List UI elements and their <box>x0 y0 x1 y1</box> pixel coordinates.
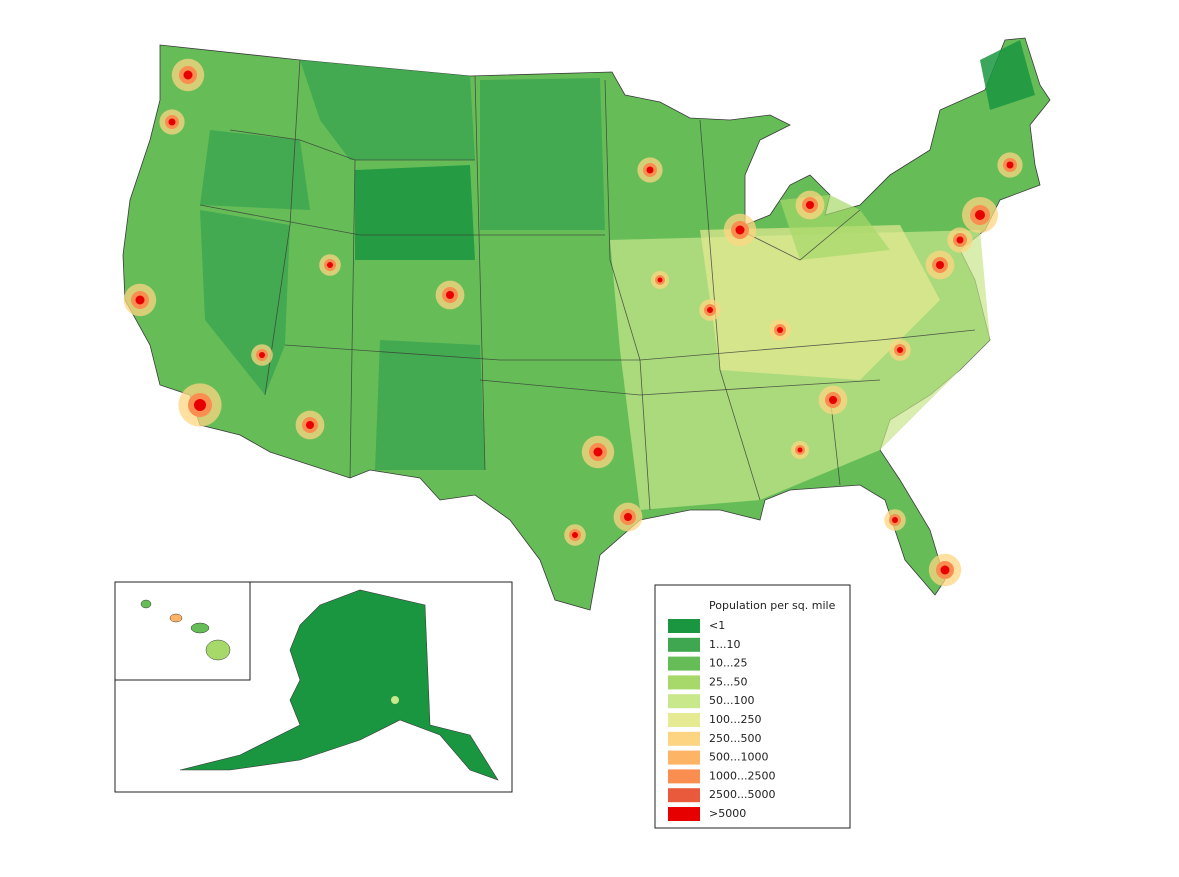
metro-core <box>936 261 944 269</box>
metro-core <box>183 70 193 80</box>
metro-core <box>657 277 663 283</box>
hawaii-inset-frame <box>114 581 251 681</box>
legend-swatch <box>668 750 700 765</box>
metro-core <box>892 517 898 523</box>
state-border <box>604 79 651 511</box>
legend-label: 1...10 <box>709 638 741 651</box>
state-border <box>199 204 605 236</box>
metro-core <box>707 307 713 313</box>
metro-core <box>797 447 803 453</box>
hawaii-island <box>205 639 231 661</box>
legend-swatch <box>668 713 700 727</box>
metro-core <box>135 295 145 305</box>
metro-core <box>327 262 333 268</box>
state-border <box>474 75 486 471</box>
region <box>700 225 940 380</box>
state-border <box>739 209 861 261</box>
hawaii-island <box>169 613 183 623</box>
metro-core <box>168 118 176 126</box>
metro-core <box>306 421 314 429</box>
state-border <box>229 129 475 161</box>
metro-core <box>735 225 745 235</box>
metro-core <box>624 513 632 521</box>
metro-core <box>593 447 603 457</box>
region <box>300 60 475 160</box>
metro-core <box>806 201 814 209</box>
legend-label: 25...50 <box>709 675 747 688</box>
metro-core <box>572 532 578 538</box>
state-border <box>264 59 301 396</box>
legend-label: 250...500 <box>709 732 761 745</box>
legend-swatch <box>668 656 700 671</box>
legend-swatch <box>668 675 700 690</box>
hawaii-island <box>140 599 152 609</box>
metro-core <box>975 210 985 220</box>
state-border <box>699 119 761 501</box>
region <box>480 78 605 230</box>
legend-label: 1000...2500 <box>709 769 775 782</box>
metro-core <box>829 396 837 404</box>
legend-label: 2500...5000 <box>709 788 775 801</box>
region <box>980 40 1035 110</box>
metro-core <box>446 291 454 299</box>
legend-swatch <box>668 807 700 821</box>
alaska-inset-frame <box>114 581 513 793</box>
legend-label: 100...250 <box>709 713 761 726</box>
insets <box>114 581 513 793</box>
legend-label: 10...25 <box>709 657 747 670</box>
legend: Population per sq. mile <1 1...10 10...25 2… <box>654 584 851 829</box>
legend-swatch <box>668 731 700 746</box>
metro-core <box>646 166 654 174</box>
alaska <box>179 589 499 781</box>
region <box>355 165 475 260</box>
metro-core <box>259 352 265 358</box>
metro-core <box>1006 161 1014 169</box>
legend-swatch <box>668 694 700 709</box>
legend-label: >5000 <box>709 807 746 820</box>
region <box>375 340 485 470</box>
contiguous-us <box>122 37 1051 611</box>
metro-core <box>777 327 783 333</box>
region <box>200 130 310 210</box>
state-border <box>349 159 356 479</box>
metro-core <box>194 399 206 411</box>
alaska-city <box>391 696 399 704</box>
metro-core <box>956 236 964 244</box>
legend-label: 500...1000 <box>709 751 768 764</box>
state-border <box>479 379 881 396</box>
legend-swatch <box>668 769 700 784</box>
legend-swatch <box>668 619 700 633</box>
legend-label: <1 <box>709 619 725 632</box>
hawaii-island <box>190 622 210 634</box>
legend-swatch <box>668 637 700 652</box>
legend-label: 50...100 <box>709 694 754 707</box>
metro-core <box>940 565 950 575</box>
legend-swatch <box>668 788 700 803</box>
legend-title: Population per sq. mile <box>709 599 836 612</box>
metro-core <box>897 347 903 353</box>
